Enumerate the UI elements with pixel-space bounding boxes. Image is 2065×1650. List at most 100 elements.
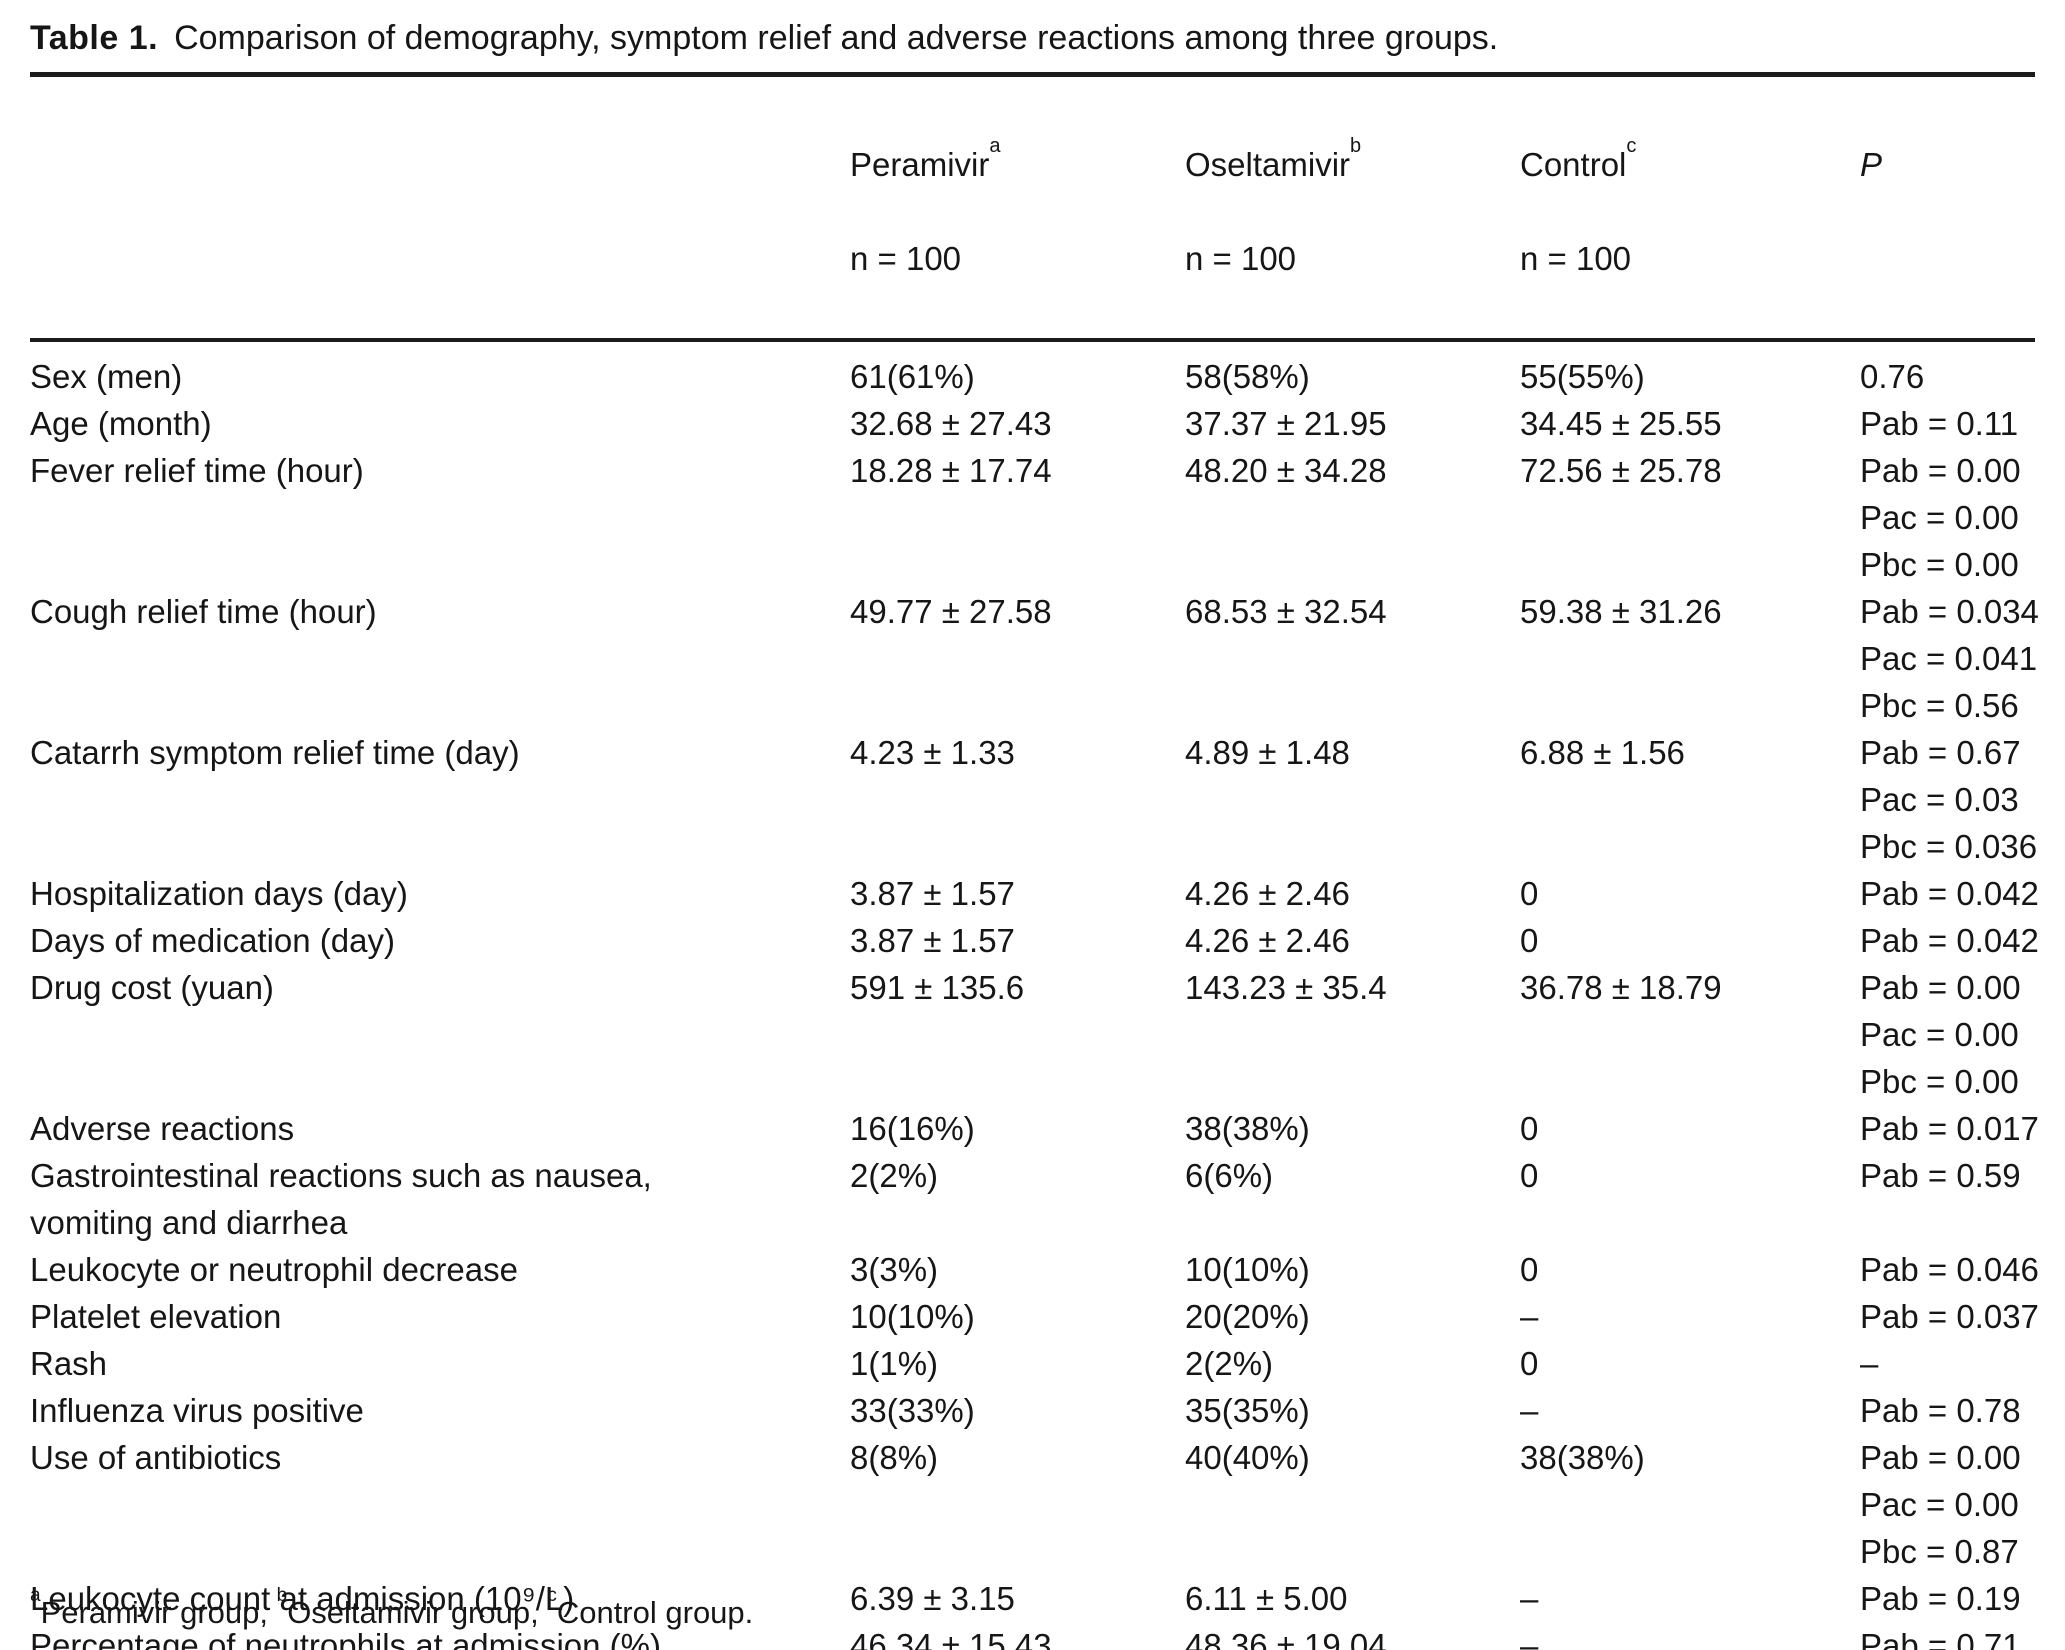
peramivir-value-cell: 46.34 ± 15.43 (850, 1627, 1052, 1650)
column-header-peramivir-name: Peramivira (850, 135, 1001, 183)
row-label-cell: Age (month) (30, 405, 212, 442)
row-label-cell: Hospitalization days (day) (30, 875, 408, 912)
row-label-cell: Days of medication (day) (30, 922, 395, 959)
table-row: Catarrh symptom relief time (day) 4.23 ±… (30, 729, 2037, 870)
peramivir-value-cell: 591 ± 135.6 (850, 969, 1025, 1006)
row-label-cell: Leukocyte or neutrophil decrease (30, 1251, 518, 1288)
footnote-superscript-b: b (276, 1584, 288, 1606)
peramivir-value-cell: 6.39 ± 3.15 (850, 1580, 1015, 1617)
oseltamivir-value-cell: 40(40%) (1185, 1439, 1310, 1476)
oseltamivir-value-cell: 4.89 ± 1.48 (1185, 734, 1350, 771)
p-value-cell: Pab = 0.11 (1860, 405, 2019, 442)
table-row: Use of antibiotics 8(8%) 40(40%) 38(38%)… (30, 1434, 2035, 1575)
row-label-cell: Rash (30, 1345, 108, 1382)
table-row: Leukocyte count at admission (10⁹/L) 6.3… (30, 1575, 2035, 1622)
p-value-cell: Pab = 0.59 (1860, 1157, 2021, 1194)
row-label-cell: Use of antibiotics (30, 1439, 282, 1476)
column-header-control-n: n = 100 (1520, 240, 1632, 277)
oseltamivir-value-cell: 2(2%) (1185, 1345, 1274, 1382)
table-row: Adverse reactions 16(16%) 38(38%) 0 Pab … (30, 1105, 2039, 1152)
p-value-cell: Pab = 0.00 Pac = 0.00 Pbc = 0.00 (1860, 452, 2021, 583)
peramivir-value-cell: 2(2%) (850, 1157, 939, 1194)
control-value-cell: 0 (1520, 1345, 1539, 1382)
row-label-cell: Influenza virus positive (30, 1392, 364, 1429)
table-title-text: Comparison of demography, symptom relief… (174, 19, 1499, 57)
control-value-cell: – (1520, 1298, 1539, 1335)
row-label-cell: Gastrointestinal reactions such as nause… (30, 1157, 652, 1241)
superscript-c: c (1626, 135, 1637, 157)
table-row: Drug cost (yuan) 591 ± 135.6 143.23 ± 35… (30, 964, 2035, 1105)
table-row: Fever relief time (hour) 18.28 ± 17.74 4… (30, 447, 2035, 588)
table-row: Cough relief time (hour) 49.77 ± 27.58 6… (30, 588, 2039, 729)
table-row: Platelet elevation 10(10%) 20(20%) – Pab… (30, 1293, 2039, 1340)
p-value-cell: Pab = 0.037 (1860, 1298, 2039, 1335)
control-value-cell: – (1520, 1627, 1539, 1650)
control-value-cell: 0 (1520, 1110, 1539, 1147)
column-header-oseltamivir: Oseltamivirb n = 100 (1185, 74, 1520, 342)
column-header-oseltamivir-name: Oseltamivirb (1185, 135, 1362, 183)
control-value-cell: 0 (1520, 922, 1539, 959)
oseltamivir-value-cell: 35(35%) (1185, 1392, 1310, 1429)
table-header: Peramivira n = 100 Oseltamivirb n = 100 … (30, 74, 2035, 342)
oseltamivir-value-cell: 37.37 ± 21.95 (1185, 405, 1387, 442)
table-row: Leukocyte or neutrophil decrease 3(3%) 1… (30, 1246, 2039, 1293)
peramivir-value-cell: 4.23 ± 1.33 (850, 734, 1015, 771)
oseltamivir-value-cell: 20(20%) (1185, 1298, 1310, 1335)
column-header-oseltamivir-n: n = 100 (1185, 240, 1297, 277)
comparison-table: Peramivira n = 100 Oseltamivirb n = 100 … (30, 72, 2039, 1650)
row-label-cell: Drug cost (yuan) (30, 969, 274, 1006)
column-header-p: P (1860, 74, 2035, 342)
row-label-cell: Fever relief time (hour) (30, 452, 364, 489)
p-value-cell: Pab = 0.71 (1860, 1627, 2021, 1650)
peramivir-value-cell: 49.77 ± 27.58 (850, 593, 1052, 630)
table-row: Gastrointestinal reactions such as nause… (30, 1152, 2035, 1246)
footnote-superscript-c: c (547, 1584, 557, 1606)
control-value-cell: 6.88 ± 1.56 (1520, 734, 1685, 771)
control-value-cell: 0 (1520, 875, 1539, 912)
column-header-control: Controlc n = 100 (1520, 74, 1860, 342)
table-title: Table 1. Comparison of demography, sympto… (30, 16, 1498, 60)
table-row: Sex (men) 61(61%) 58(58%) 55(55%) 0.76 (30, 340, 2035, 400)
table-row: Hospitalization days (day) 3.87 ± 1.57 4… (30, 870, 2039, 917)
row-label-cell: Leukocyte count at admission (10⁹/L) (30, 1580, 575, 1617)
peramivir-value-cell: 3.87 ± 1.57 (850, 922, 1015, 959)
control-value-cell: 59.38 ± 31.26 (1520, 593, 1722, 630)
p-value-cell: Pab = 0.00 Pac = 0.00 Pbc = 0.00 (1860, 969, 2021, 1100)
oseltamivir-value-cell: 58(58%) (1185, 358, 1310, 395)
oseltamivir-value-cell: 48.36 ± 19.04 (1185, 1627, 1387, 1650)
peramivir-value-cell: 18.28 ± 17.74 (850, 452, 1052, 489)
row-label-cell: Catarrh symptom relief time (day) (30, 734, 520, 771)
oseltamivir-value-cell: 68.53 ± 32.54 (1185, 593, 1387, 630)
superscript-a: a (989, 135, 1001, 157)
oseltamivir-value-cell: 48.20 ± 34.28 (1185, 452, 1387, 489)
peramivir-value-cell: 61(61%) (850, 358, 975, 395)
p-value-cell: Pab = 0.78 (1860, 1392, 2021, 1429)
empty-header-cell (30, 74, 850, 342)
column-header-peramivir: Peramivira n = 100 (850, 74, 1185, 342)
control-value-cell: 0 (1520, 1157, 1539, 1194)
oseltamivir-value-cell: 143.23 ± 35.4 (1185, 969, 1387, 1006)
table-row: Days of medication (day) 3.87 ± 1.57 4.2… (30, 917, 2039, 964)
table-row: Rash 1(1%) 2(2%) 0 – (30, 1340, 2035, 1387)
table-footnote: aPeramivir group, bOseltamivir group, cC… (30, 1586, 754, 1634)
peramivir-value-cell: 32.68 ± 27.43 (850, 405, 1052, 442)
oseltamivir-value-cell: 38(38%) (1185, 1110, 1310, 1147)
footnote-superscript-a: a (30, 1584, 41, 1606)
peramivir-value-cell: 33(33%) (850, 1392, 975, 1429)
oseltamivir-value-cell: 6(6%) (1185, 1157, 1274, 1194)
p-value-cell: 0.76 (1860, 358, 1925, 395)
column-header-p-name: P (1860, 146, 1883, 183)
control-value-cell: 34.45 ± 25.55 (1520, 405, 1722, 442)
row-label-cell: Percentage of neutrophils at admission (… (30, 1627, 661, 1650)
superscript-b: b (1350, 135, 1362, 157)
column-header-peramivir-n: n = 100 (850, 240, 962, 277)
footnote-text-control: Control group. (556, 1595, 754, 1630)
p-value-cell: – (1860, 1345, 1879, 1382)
control-value-cell: 55(55%) (1520, 358, 1645, 395)
oseltamivir-value-cell: 10(10%) (1185, 1251, 1310, 1288)
peramivir-value-cell: 3(3%) (850, 1251, 939, 1288)
p-value-cell: Pab = 0.034 Pac = 0.041 Pbc = 0.56 (1860, 593, 2039, 724)
peramivir-value-cell: 16(16%) (850, 1110, 975, 1147)
peramivir-value-cell: 1(1%) (850, 1345, 939, 1382)
